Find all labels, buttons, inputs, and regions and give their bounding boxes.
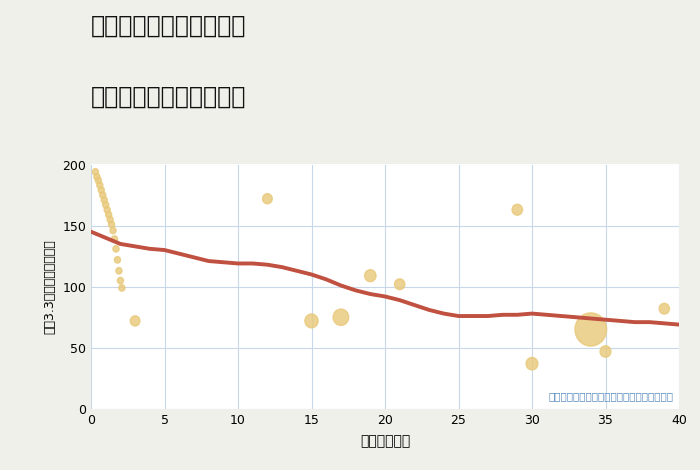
Ellipse shape <box>92 169 99 175</box>
Ellipse shape <box>130 316 140 326</box>
Ellipse shape <box>600 346 611 357</box>
Ellipse shape <box>333 309 349 325</box>
Ellipse shape <box>119 285 125 291</box>
Ellipse shape <box>95 177 101 184</box>
Ellipse shape <box>113 246 119 252</box>
Ellipse shape <box>107 216 113 223</box>
Ellipse shape <box>99 192 106 198</box>
Ellipse shape <box>106 212 112 218</box>
Text: 築年数別中古戸建て価格: 築年数別中古戸建て価格 <box>91 85 246 109</box>
Ellipse shape <box>94 173 100 180</box>
Ellipse shape <box>97 182 103 188</box>
Ellipse shape <box>526 358 538 370</box>
X-axis label: 築年数（年）: 築年数（年） <box>360 434 410 448</box>
Ellipse shape <box>659 303 669 314</box>
Text: 円の大きさは、取引のあった物件面積を示す: 円の大きさは、取引のあった物件面積を示す <box>548 392 673 401</box>
Ellipse shape <box>98 187 104 193</box>
Ellipse shape <box>512 204 522 215</box>
Ellipse shape <box>118 277 123 284</box>
Ellipse shape <box>262 194 272 204</box>
Ellipse shape <box>104 206 110 213</box>
Ellipse shape <box>365 270 376 282</box>
Ellipse shape <box>114 257 120 263</box>
Ellipse shape <box>395 279 405 290</box>
Y-axis label: 坪（3.3㎡）単価（万円）: 坪（3.3㎡）単価（万円） <box>43 239 57 334</box>
Ellipse shape <box>108 221 115 227</box>
Ellipse shape <box>116 267 122 274</box>
Ellipse shape <box>111 236 118 242</box>
Text: 兵庫県西宮市津門川町の: 兵庫県西宮市津門川町の <box>91 14 246 38</box>
Ellipse shape <box>305 314 318 328</box>
Ellipse shape <box>103 202 108 208</box>
Ellipse shape <box>110 227 116 234</box>
Ellipse shape <box>102 197 107 203</box>
Ellipse shape <box>575 313 607 346</box>
